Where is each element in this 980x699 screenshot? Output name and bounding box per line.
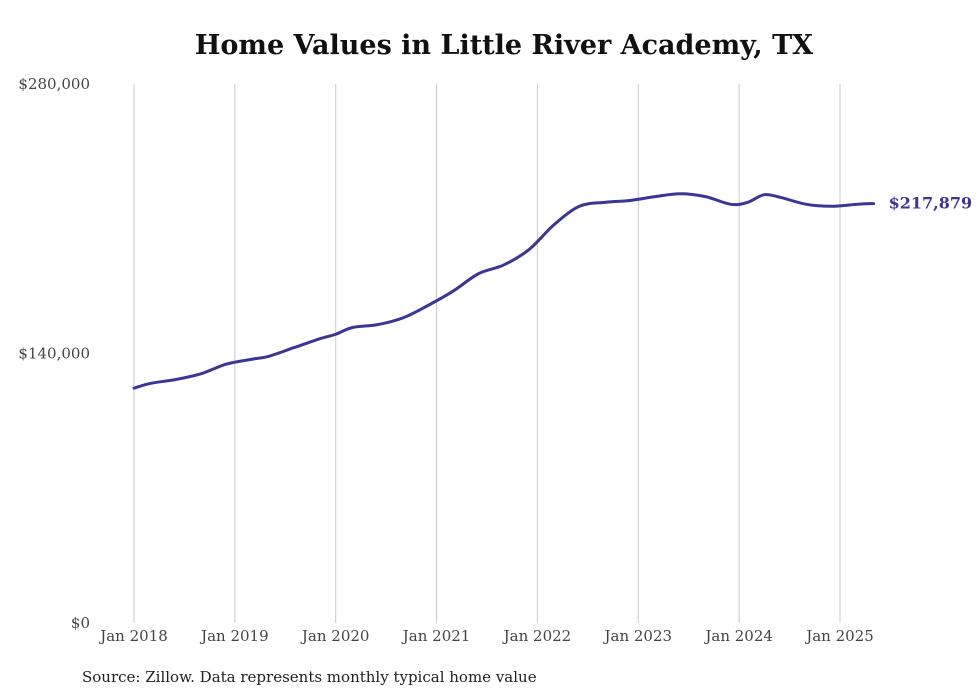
- grid-lines: [133, 84, 841, 623]
- end-label-layer: $217,879: [889, 194, 973, 213]
- x-tick-label: Jan 2019: [199, 627, 269, 645]
- y-tick-label: $140,000: [18, 345, 90, 363]
- end-value-label: $217,879: [889, 194, 973, 213]
- x-tick-label: Jan 2022: [502, 627, 572, 645]
- axis-ticks: Jan 2018 Jan 2019 Jan 2020 Jan 2021 Jan 2022…: [18, 75, 873, 645]
- chart-title: Home Values in Little River Academy, TX: [194, 30, 814, 61]
- series-layer: [132, 192, 876, 390]
- x-tick-label: Jan 2025: [804, 627, 874, 645]
- chart-source-note: Source: Zillow. Data represents monthly …: [82, 668, 537, 686]
- x-tick-label: Jan 2020: [300, 627, 370, 645]
- x-tick-label: Jan 2024: [703, 627, 773, 645]
- x-tick-label: Jan 2021: [401, 627, 471, 645]
- x-tick-label: Jan 2018: [98, 627, 168, 645]
- line-chart: Jan 2018 Jan 2019 Jan 2020 Jan 2021 Jan 2022…: [18, 75, 973, 645]
- x-tick-label: Jan 2023: [603, 627, 673, 645]
- y-tick-label: $0: [71, 614, 90, 632]
- y-tick-label: $280,000: [18, 75, 90, 93]
- series-line: [132, 192, 876, 390]
